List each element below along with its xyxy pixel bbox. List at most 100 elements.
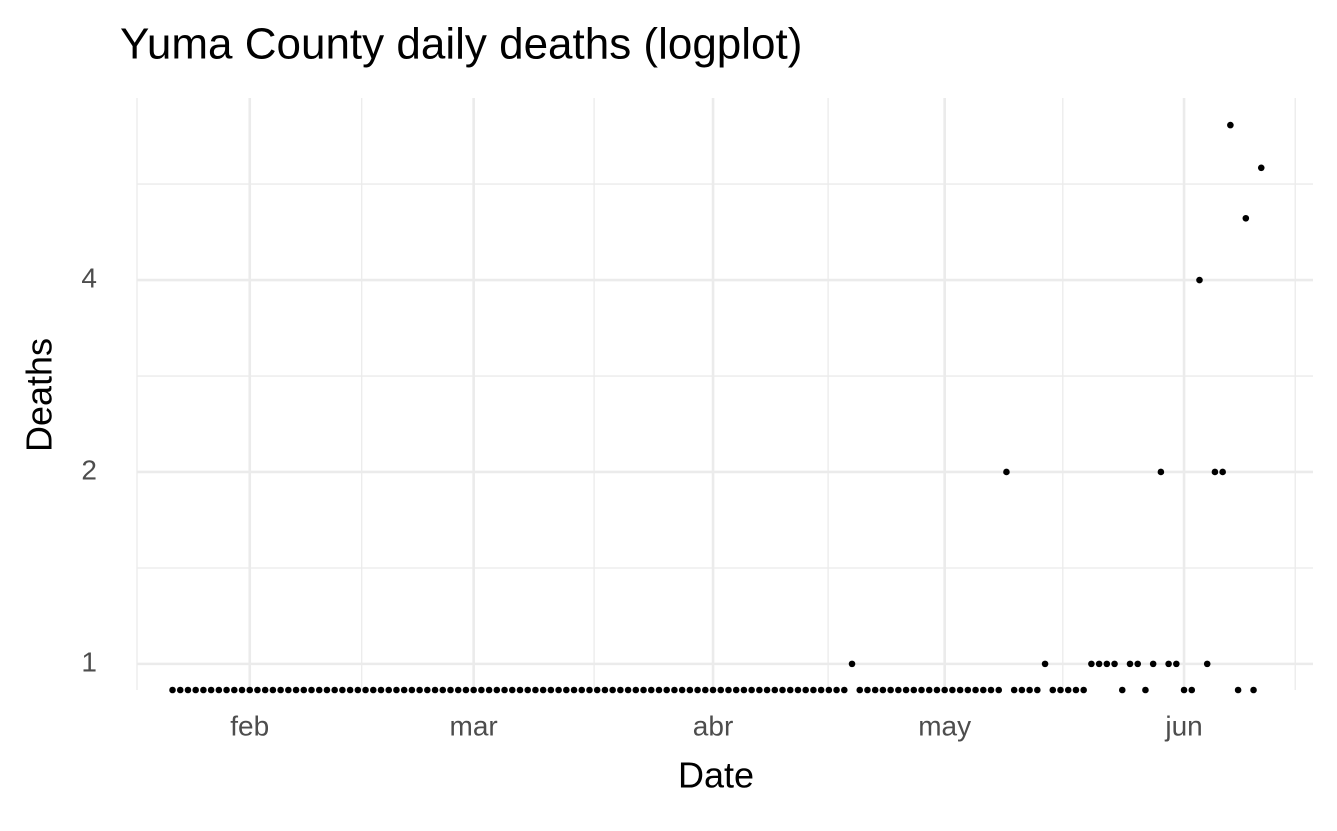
point — [470, 686, 477, 694]
point — [702, 686, 709, 694]
point — [578, 686, 586, 694]
point — [230, 686, 238, 694]
point — [1018, 686, 1026, 694]
y-tick-label: 1 — [81, 646, 97, 677]
point — [1250, 686, 1257, 694]
point — [887, 686, 894, 694]
point — [1010, 686, 1018, 694]
point — [300, 686, 308, 694]
grid — [136, 98, 1313, 690]
point — [1118, 686, 1126, 694]
point — [794, 686, 802, 694]
point — [1157, 468, 1165, 476]
point — [385, 686, 393, 694]
point — [910, 686, 918, 694]
point — [223, 686, 230, 694]
point — [1134, 660, 1142, 668]
point — [408, 686, 416, 694]
point — [292, 686, 300, 694]
point — [1227, 121, 1234, 129]
point — [1142, 686, 1149, 694]
point — [1149, 660, 1157, 668]
point — [802, 686, 809, 694]
point — [879, 686, 887, 694]
point — [1088, 660, 1095, 668]
point — [771, 686, 779, 694]
point — [424, 686, 431, 694]
point — [902, 686, 910, 694]
point — [285, 686, 292, 694]
point — [840, 686, 848, 694]
point — [663, 686, 671, 694]
point — [640, 686, 647, 694]
point — [941, 686, 948, 694]
point — [756, 686, 763, 694]
point — [547, 686, 555, 694]
point — [1126, 660, 1134, 668]
y-tick-label: 4 — [81, 262, 97, 293]
point — [331, 686, 338, 694]
point — [871, 686, 879, 694]
point — [261, 686, 269, 694]
point — [184, 686, 192, 694]
point — [779, 686, 786, 694]
x-tick-label: mar — [450, 710, 498, 741]
point — [192, 686, 199, 694]
point — [393, 686, 400, 694]
point — [593, 686, 601, 694]
point — [933, 686, 941, 694]
point — [1257, 164, 1265, 172]
point — [1072, 686, 1080, 694]
point — [717, 686, 725, 694]
point — [1188, 686, 1196, 694]
point — [825, 686, 833, 694]
point — [1165, 660, 1172, 668]
point — [354, 686, 362, 694]
point — [1111, 660, 1118, 668]
point — [207, 686, 215, 694]
point — [362, 686, 369, 694]
point — [200, 686, 207, 694]
point — [956, 686, 964, 694]
point — [1196, 276, 1203, 284]
point — [1242, 214, 1250, 222]
point — [447, 686, 454, 694]
point — [516, 686, 524, 694]
point — [416, 686, 423, 694]
point — [462, 686, 470, 694]
point — [995, 686, 1003, 694]
point — [539, 686, 547, 694]
point — [987, 686, 995, 694]
point — [763, 686, 771, 694]
point — [586, 686, 593, 694]
x-tick-label: jun — [1164, 710, 1202, 741]
point — [709, 686, 717, 694]
point — [848, 660, 856, 668]
point — [678, 686, 686, 694]
point — [454, 686, 462, 694]
point — [671, 686, 678, 694]
point — [1219, 468, 1226, 476]
point — [1180, 686, 1188, 694]
point — [647, 686, 655, 694]
point — [555, 686, 562, 694]
point — [1003, 468, 1010, 476]
point — [979, 686, 987, 694]
point — [570, 686, 578, 694]
point — [949, 686, 956, 694]
point — [817, 686, 825, 694]
point — [1095, 660, 1103, 668]
x-tick-label: abr — [693, 710, 733, 741]
point — [524, 686, 532, 694]
point — [786, 686, 794, 694]
point — [439, 686, 447, 694]
y-tick-label: 2 — [81, 454, 97, 485]
point — [1173, 660, 1180, 668]
point — [215, 686, 223, 694]
point — [1041, 660, 1049, 668]
point — [478, 686, 485, 694]
point — [532, 686, 539, 694]
point — [624, 686, 632, 694]
point — [732, 686, 740, 694]
